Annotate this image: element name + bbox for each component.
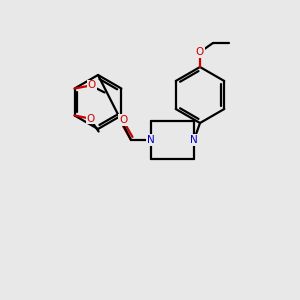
Text: O: O xyxy=(86,113,95,124)
Text: N: N xyxy=(190,135,198,145)
Text: O: O xyxy=(196,47,204,57)
Text: O: O xyxy=(119,115,127,125)
Text: O: O xyxy=(88,80,96,91)
Text: N: N xyxy=(147,135,155,145)
